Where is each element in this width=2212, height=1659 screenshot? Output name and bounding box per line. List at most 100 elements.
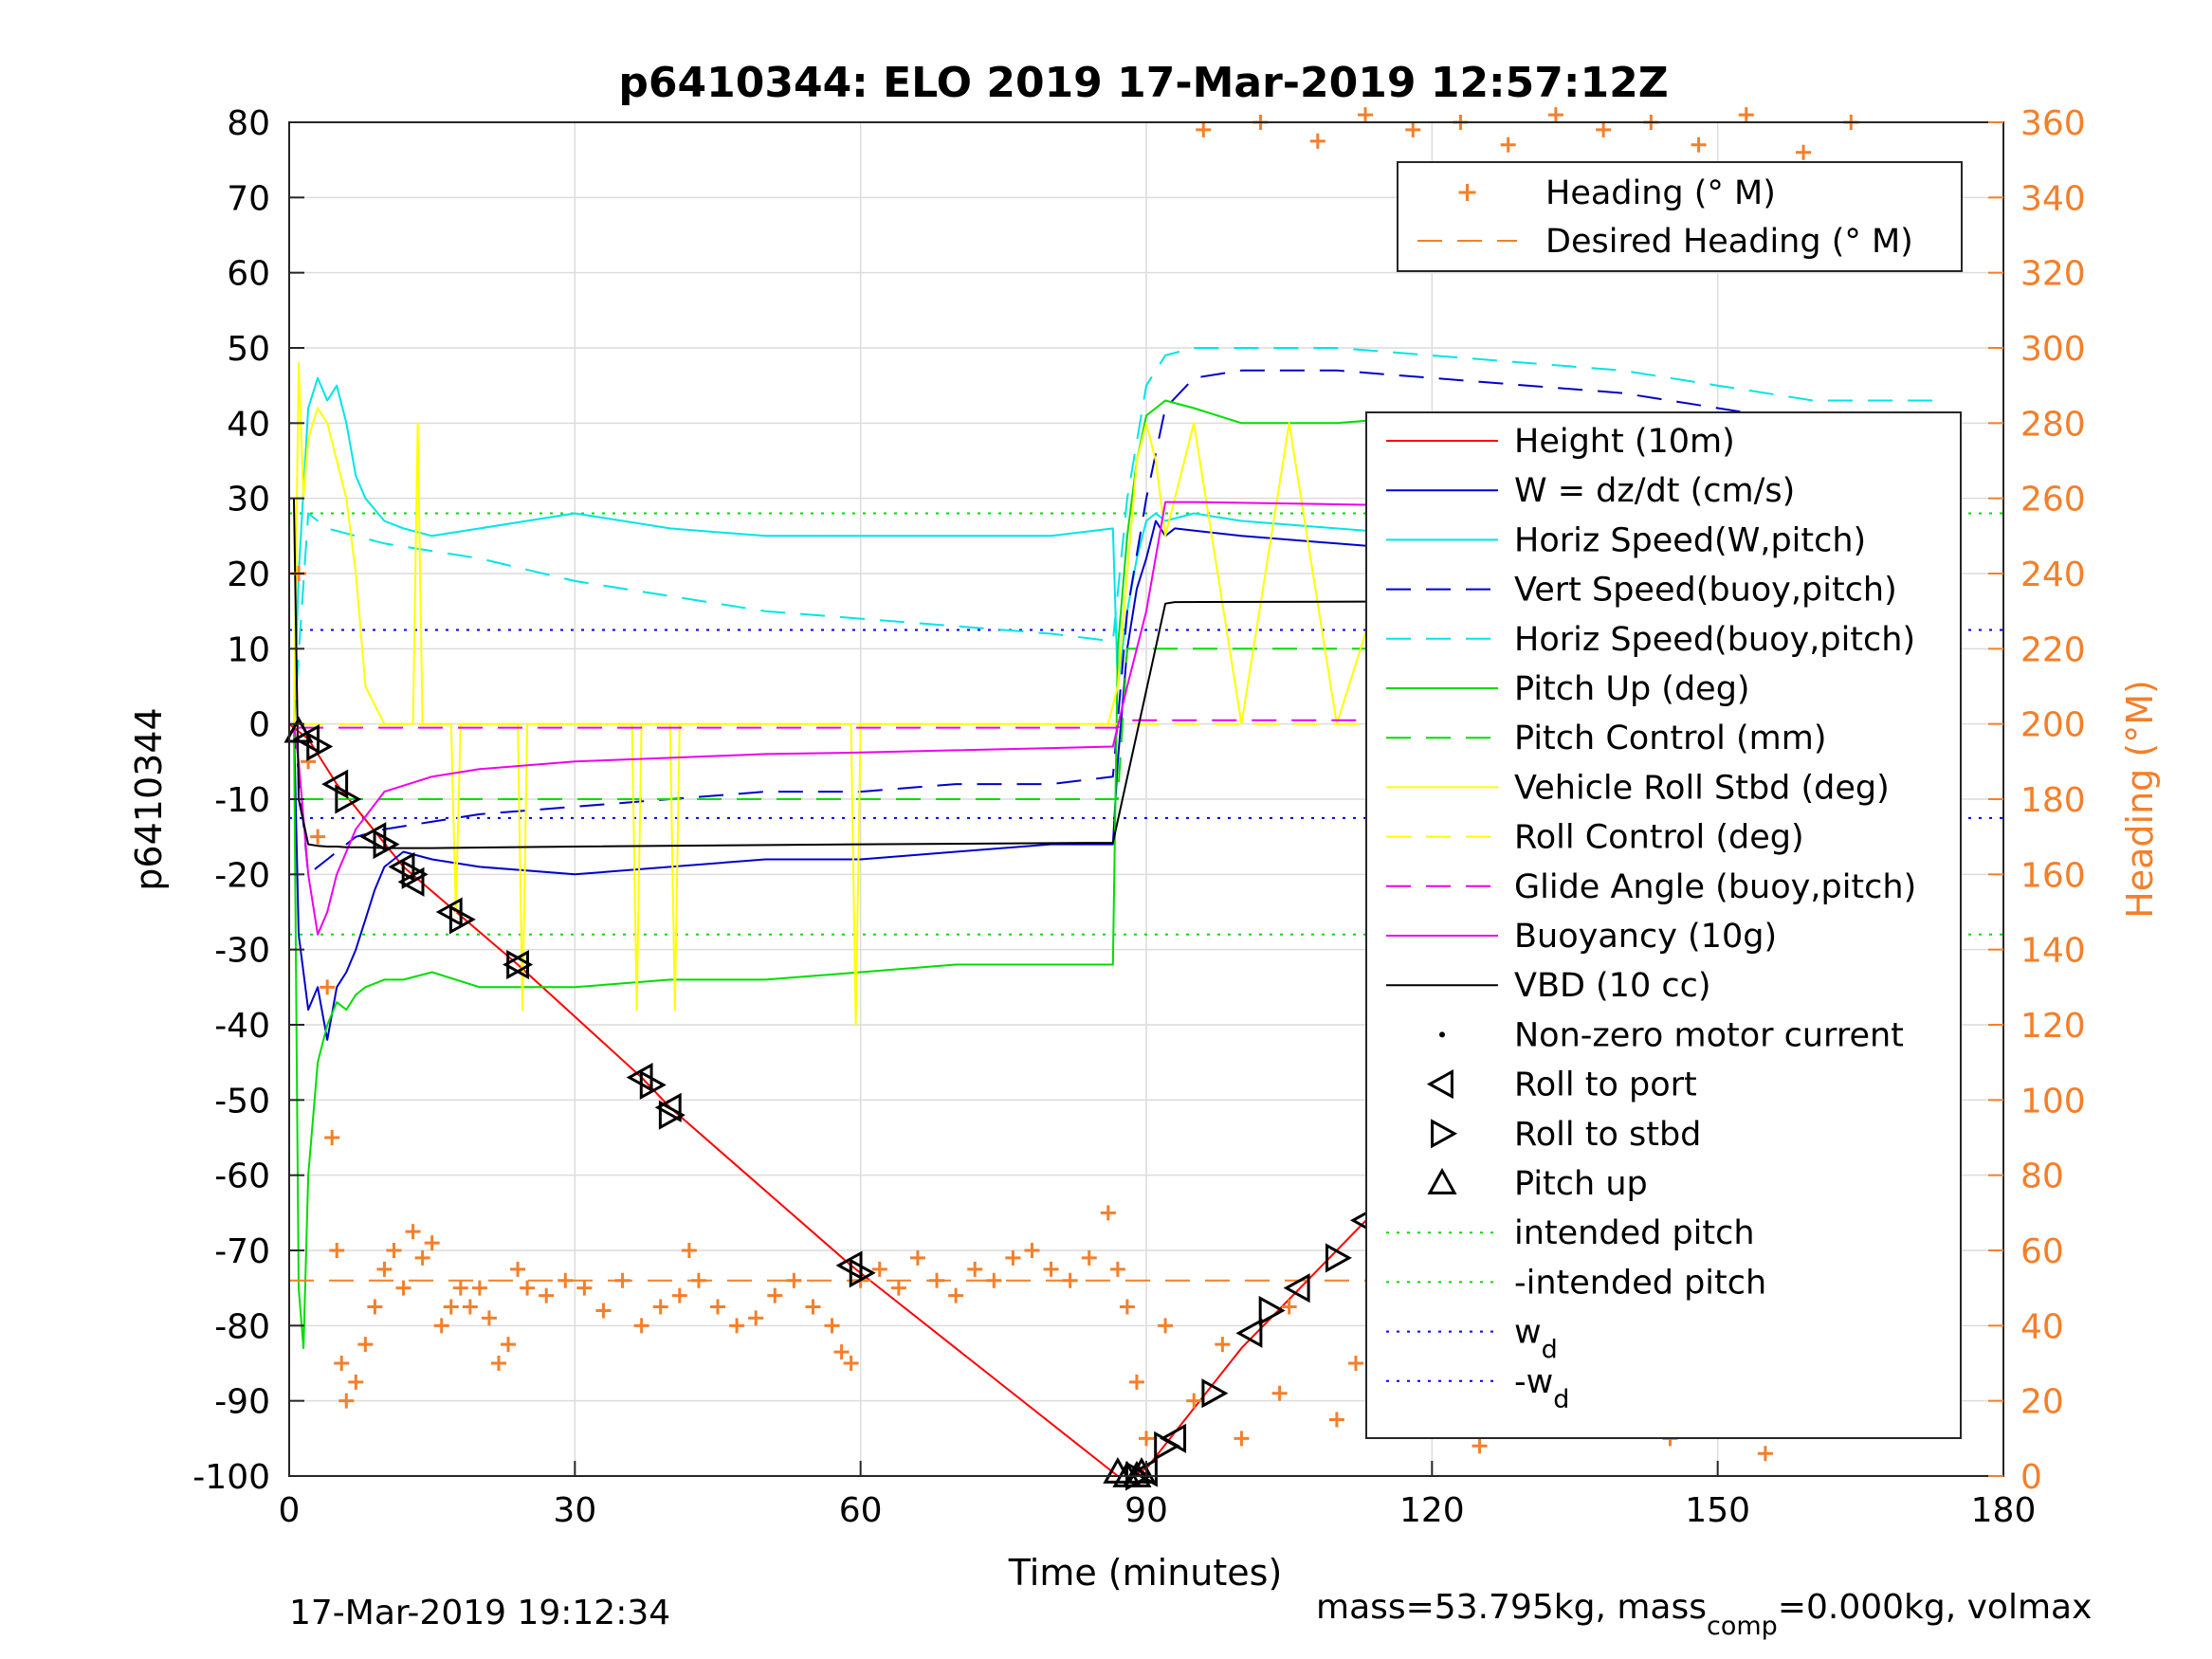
legend-left-box <box>1365 411 1962 1439</box>
right-tick-label: 260 <box>2020 481 2086 520</box>
legend-right: Heading (° M) Desired Heading (° M) <box>1397 161 1963 272</box>
heading-point <box>367 1299 383 1315</box>
left-tick-label: -10 <box>214 781 270 820</box>
heading-point <box>833 1344 850 1360</box>
heading-point <box>710 1299 725 1315</box>
heading-point <box>1405 121 1421 137</box>
heading-point <box>1271 1385 1288 1401</box>
heading-point <box>1005 1249 1021 1266</box>
legend-entry-vbd-10-cc-11: VBD (10 cc) <box>1386 967 1711 1005</box>
heading-point <box>471 1280 487 1296</box>
heading-point <box>681 1243 697 1258</box>
roll-to-stbd-marker <box>506 949 534 980</box>
legend-label: Glide Angle (buoy,pitch) <box>1514 868 1916 906</box>
roll-to-stbd-marker <box>1154 1431 1181 1461</box>
left-axis-label: p6410344 <box>128 707 170 890</box>
heading-point <box>748 1310 764 1326</box>
footer-mass-part1: mass=53.795kg, mass <box>1316 1588 1707 1627</box>
legend-entry-pitch-control-mm-6: Pitch Control (mm) <box>1386 720 1826 757</box>
right-tick-label: 120 <box>2020 1007 2086 1046</box>
heading-point <box>1328 1412 1344 1428</box>
heading-point <box>1796 144 1812 160</box>
legend-entry-wd-19: -wd <box>1386 1363 1569 1414</box>
heading-point <box>652 1299 668 1315</box>
legend-label-text: Glide Angle (buoy,pitch) <box>1514 868 1916 906</box>
legend-entry-intended-pitch-17: -intended pitch <box>1386 1264 1766 1302</box>
legend-entry-roll-control-deg-8: Roll Control (deg) <box>1386 819 1804 857</box>
legend-entry-horiz-speed-buoy-pitch-4: Horiz Speed(buoy,pitch) <box>1386 621 1915 659</box>
footer-mass-info: mass=53.795kg, masscomp=0.000kg, volmax <box>1316 1588 2092 1641</box>
legend-label-text: Desired Heading (° M) <box>1545 223 1913 261</box>
heading-point <box>501 1337 517 1353</box>
left-tick-label: 20 <box>227 556 270 594</box>
heading-point <box>1234 1431 1250 1447</box>
roll-to-port-marker <box>654 1092 682 1122</box>
legend-label: -intended pitch <box>1514 1264 1766 1302</box>
legend-entry-non-zero-motor-current-12: Non-zero motor current <box>1439 1016 1904 1054</box>
heading-point <box>1128 1374 1144 1390</box>
roll-to-port-marker <box>397 866 425 897</box>
heading-point <box>452 1280 468 1296</box>
heading-point <box>967 1261 983 1277</box>
heading-point <box>576 1280 593 1296</box>
legend-label: intended pitch <box>1514 1214 1755 1252</box>
right-tick-label: 300 <box>2020 330 2086 369</box>
heading-point <box>1281 1299 1297 1315</box>
legend-entry-desired-heading-m-1: Desired Heading (° M) <box>1417 223 1913 261</box>
legend-label-sub: d <box>1553 1385 1569 1414</box>
heading-point <box>324 1130 340 1145</box>
legend-label: Pitch Up (deg) <box>1514 670 1750 708</box>
roll-to-stbd-marker <box>448 904 476 935</box>
x-tick-label: 120 <box>1399 1491 1465 1530</box>
x-axis-label: Time (minutes) <box>1008 1552 1283 1594</box>
left-tick-label: -60 <box>214 1158 270 1196</box>
heading-point <box>405 1224 421 1240</box>
heading-point <box>1109 1261 1125 1277</box>
heading-point <box>510 1261 526 1277</box>
right-tick-label: 180 <box>2020 781 2086 820</box>
right-tick-label: 100 <box>2020 1082 2086 1121</box>
legend-label: Roll to port <box>1514 1066 1697 1104</box>
legend-label: Heading (° M) <box>1545 174 1776 212</box>
heading-point <box>1472 1438 1488 1454</box>
legend-label: Roll to stbd <box>1514 1116 1701 1154</box>
heading-point <box>595 1303 612 1319</box>
heading-point <box>1309 133 1325 149</box>
roll-to-stbd-marker <box>1258 1295 1286 1326</box>
right-tick-label: 60 <box>2020 1232 2064 1271</box>
legend-label: Vehicle Roll Stbd (deg) <box>1514 769 1890 807</box>
heading-point <box>1119 1299 1135 1315</box>
legend-left-items: Height (10m) W = dz/dt (cm/s) Horiz Speed(… <box>1386 423 1916 1414</box>
left-tick-label: 60 <box>227 255 270 294</box>
left-tick-label: -90 <box>214 1383 270 1422</box>
left-tick-label: -100 <box>192 1458 270 1497</box>
right-tick-label: 340 <box>2020 179 2086 218</box>
heading-point <box>395 1280 411 1296</box>
heading-point <box>462 1299 478 1315</box>
roll-to-stbd-marker <box>401 859 429 889</box>
left-tick-label: 80 <box>227 104 270 143</box>
legend-label-text: Pitch up <box>1514 1165 1648 1203</box>
heading-point <box>1081 1249 1097 1266</box>
pitch-up-marker <box>283 716 314 743</box>
legend-label: Height (10m) <box>1514 423 1735 461</box>
heading-point <box>1738 107 1754 123</box>
legend-label: Horiz Speed(W,pitch) <box>1514 521 1866 559</box>
legend-label-text: W = dz/dt (cm/s) <box>1514 472 1795 510</box>
legend-entry-pitch-up-deg-5: Pitch Up (deg) <box>1386 670 1750 708</box>
legend-label: wd <box>1514 1314 1558 1365</box>
legend-label: Roll Control (deg) <box>1514 819 1804 857</box>
heading-point <box>348 1374 364 1390</box>
right-tick-label: 240 <box>2020 556 2086 594</box>
reference-lines <box>289 512 2003 936</box>
heading-point <box>805 1299 821 1315</box>
heading-point <box>520 1280 536 1296</box>
legend-label-text: VBD (10 cc) <box>1514 967 1711 1005</box>
legend-label-text: Vehicle Roll Stbd (deg) <box>1514 769 1890 807</box>
left-tick-label: -40 <box>214 1007 270 1046</box>
heading-point <box>1100 1205 1116 1221</box>
right-tick-label: 200 <box>2020 706 2086 745</box>
series-vert-speed-buoy-pitch <box>293 369 1937 876</box>
left-tick-label: 0 <box>248 706 270 745</box>
right-tick-label: 320 <box>2020 255 2086 294</box>
